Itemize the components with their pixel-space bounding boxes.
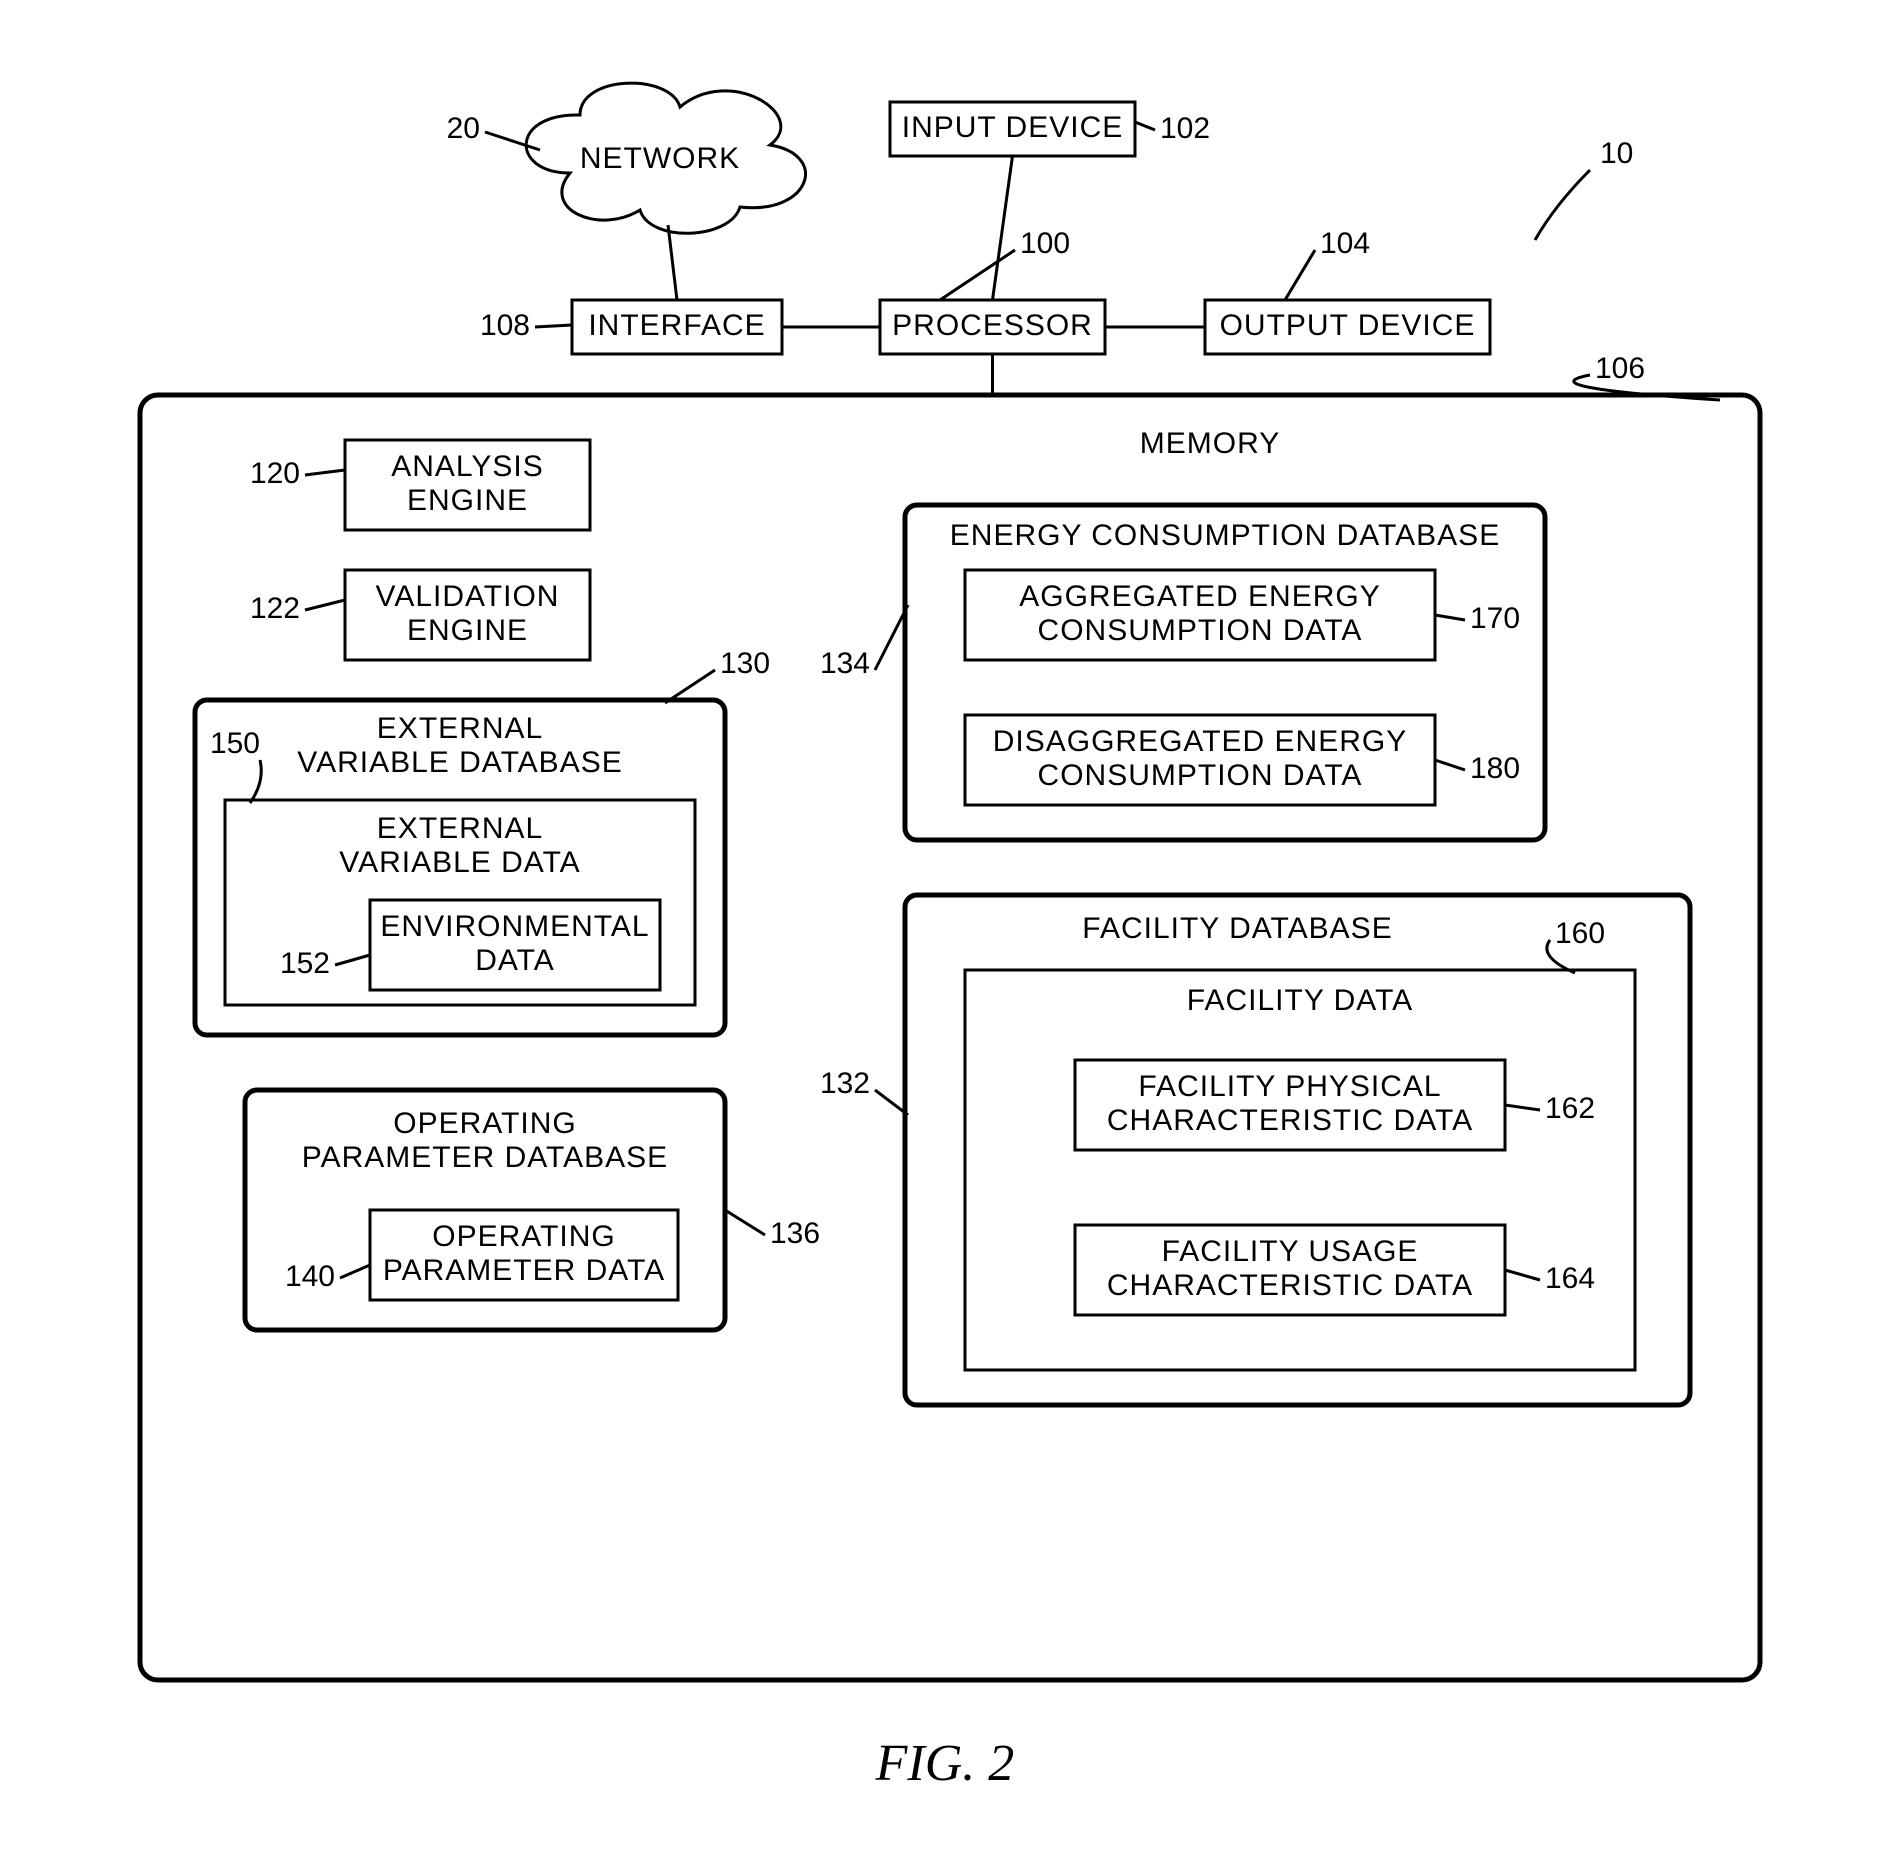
svg-text:102: 102	[1160, 112, 1210, 145]
svg-text:152: 152	[280, 947, 330, 980]
svg-text:CHARACTERISTIC DATA: CHARACTERISTIC DATA	[1107, 1104, 1473, 1137]
svg-text:140: 140	[285, 1260, 335, 1293]
svg-text:130: 130	[720, 647, 770, 680]
svg-text:PROCESSOR: PROCESSOR	[892, 309, 1093, 342]
svg-text:AGGREGATED ENERGY: AGGREGATED ENERGY	[1019, 580, 1381, 613]
svg-text:CHARACTERISTIC DATA: CHARACTERISTIC DATA	[1107, 1269, 1473, 1302]
svg-text:100: 100	[1020, 227, 1070, 260]
svg-text:OPERATING: OPERATING	[432, 1220, 615, 1253]
svg-text:134: 134	[820, 647, 870, 680]
svg-text:104: 104	[1320, 227, 1370, 260]
svg-text:FACILITY USAGE: FACILITY USAGE	[1162, 1235, 1419, 1268]
svg-text:120: 120	[250, 457, 300, 490]
svg-text:VARIABLE DATA: VARIABLE DATA	[339, 846, 580, 879]
svg-text:ANALYSIS: ANALYSIS	[391, 450, 544, 483]
svg-text:164: 164	[1545, 1262, 1595, 1295]
svg-text:CONSUMPTION DATA: CONSUMPTION DATA	[1038, 614, 1363, 647]
svg-text:122: 122	[250, 592, 300, 625]
svg-text:INTERFACE: INTERFACE	[588, 309, 765, 342]
svg-text:162: 162	[1545, 1092, 1595, 1125]
svg-text:ENERGY CONSUMPTION DATABASE: ENERGY CONSUMPTION DATABASE	[950, 519, 1500, 552]
svg-text:OPERATING: OPERATING	[393, 1107, 576, 1140]
svg-text:DISAGGREGATED ENERGY: DISAGGREGATED ENERGY	[993, 725, 1408, 758]
svg-text:OUTPUT DEVICE: OUTPUT DEVICE	[1220, 309, 1476, 342]
svg-text:ENGINE: ENGINE	[407, 614, 528, 647]
svg-text:106: 106	[1595, 352, 1645, 385]
svg-text:160: 160	[1555, 917, 1605, 950]
svg-text:10: 10	[1600, 137, 1633, 170]
svg-text:136: 136	[770, 1217, 820, 1250]
svg-text:FACILITY DATABASE: FACILITY DATABASE	[1082, 912, 1392, 945]
svg-text:108: 108	[480, 309, 530, 342]
svg-text:FIG. 2: FIG. 2	[875, 1735, 1015, 1792]
svg-text:FACILITY PHYSICAL: FACILITY PHYSICAL	[1138, 1070, 1441, 1103]
svg-text:VARIABLE DATABASE: VARIABLE DATABASE	[297, 746, 622, 779]
svg-text:FACILITY DATA: FACILITY DATA	[1187, 984, 1413, 1017]
svg-text:INPUT DEVICE: INPUT DEVICE	[902, 111, 1124, 144]
svg-text:132: 132	[820, 1067, 870, 1100]
svg-text:PARAMETER DATABASE: PARAMETER DATABASE	[302, 1141, 668, 1174]
svg-text:DATA: DATA	[475, 944, 555, 977]
svg-text:EXTERNAL: EXTERNAL	[377, 712, 543, 745]
svg-text:MEMORY: MEMORY	[1140, 427, 1280, 460]
svg-text:170: 170	[1470, 602, 1520, 635]
svg-text:180: 180	[1470, 752, 1520, 785]
svg-text:ENVIRONMENTAL: ENVIRONMENTAL	[380, 910, 649, 943]
svg-text:VALIDATION: VALIDATION	[376, 580, 560, 613]
svg-text:PARAMETER DATA: PARAMETER DATA	[383, 1254, 665, 1287]
svg-text:NETWORK: NETWORK	[580, 142, 740, 175]
svg-text:ENGINE: ENGINE	[407, 484, 528, 517]
svg-text:EXTERNAL: EXTERNAL	[377, 812, 543, 845]
svg-text:20: 20	[447, 112, 480, 145]
svg-text:150: 150	[210, 727, 260, 760]
svg-text:CONSUMPTION DATA: CONSUMPTION DATA	[1038, 759, 1363, 792]
